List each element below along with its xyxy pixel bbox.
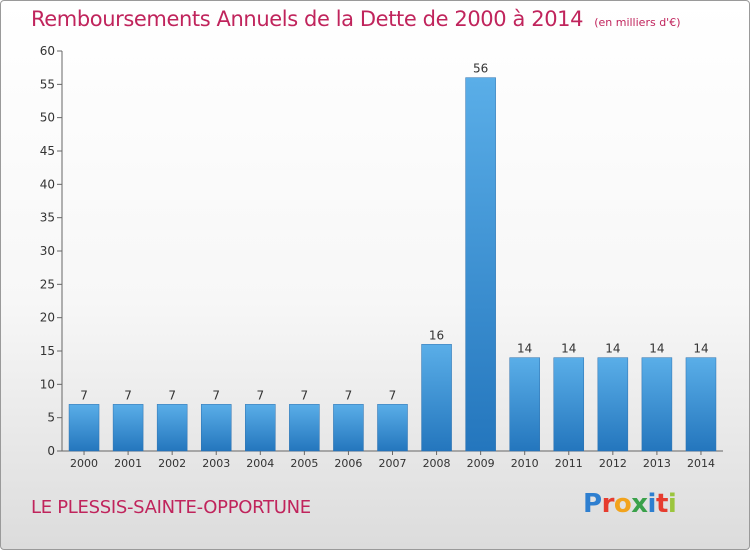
logo-letter: x: [631, 489, 648, 519]
bar-2011: [553, 357, 585, 452]
data-label-2011: 14: [561, 342, 576, 356]
y-tick-label: 40: [40, 177, 55, 191]
data-label-2000: 7: [80, 388, 88, 402]
data-label-2004: 7: [256, 388, 264, 402]
x-tick-label-2002: 2002: [158, 457, 186, 470]
y-tick-label: 35: [40, 211, 55, 225]
x-tick-label-2006: 2006: [334, 457, 362, 470]
data-label-2003: 7: [212, 388, 220, 402]
bar-2004: [245, 404, 276, 452]
logo-letter: t: [655, 489, 668, 519]
unit-note: (en milliers d'€): [594, 16, 681, 29]
bar-2007: [377, 404, 408, 452]
y-tick-label: 15: [40, 344, 55, 358]
x-tick-label-2007: 2007: [379, 457, 407, 470]
y-tick-label: 50: [40, 111, 55, 125]
bar-2006: [333, 404, 364, 452]
y-tick-label: 25: [40, 277, 55, 291]
bar-2003: [200, 404, 232, 452]
commune-name: LE PLESSIS-SAINTE-OPPORTUNE: [31, 497, 311, 518]
logo-letter: i: [647, 489, 657, 519]
bar-2010: [509, 357, 540, 452]
y-tick-label: 5: [47, 411, 55, 425]
data-label-2006: 7: [345, 388, 353, 402]
y-tick-label: 0: [47, 444, 55, 458]
y-tick-label: 60: [40, 44, 55, 58]
data-label-2010: 14: [517, 342, 532, 356]
x-tick-label-2000: 2000: [70, 457, 98, 470]
proxiti-logo: Proxiti: [583, 489, 677, 519]
x-tick-label-2001: 2001: [114, 457, 142, 470]
x-tick-label-2005: 2005: [290, 457, 318, 470]
logo-letter: i: [667, 489, 677, 519]
y-tick-label: 10: [40, 377, 55, 391]
bar-2008: [421, 344, 452, 452]
title-row: Remboursements Annuels de la Dette de 20…: [31, 7, 680, 31]
data-label-2014: 14: [693, 342, 708, 356]
x-tick-label-2014: 2014: [687, 457, 715, 470]
x-tick-label-2010: 2010: [511, 457, 539, 470]
y-tick-label: 30: [40, 244, 55, 258]
bar-2000: [68, 404, 100, 452]
bar-2002: [156, 404, 188, 452]
x-tick-label-2003: 2003: [202, 457, 230, 470]
chart-title: Remboursements Annuels de la Dette de 20…: [31, 7, 584, 31]
y-tick-label: 45: [40, 144, 55, 158]
logo-letter: o: [613, 489, 632, 519]
logo-letter: r: [601, 489, 615, 519]
x-tick-label-2011: 2011: [555, 457, 583, 470]
bar-2013: [641, 357, 673, 452]
data-label-2005: 7: [301, 388, 309, 402]
x-tick-label-2009: 2009: [467, 457, 495, 470]
bar-2012: [597, 357, 629, 452]
bar-2014: [685, 357, 717, 452]
data-label-2008: 16: [429, 328, 444, 342]
x-tick-label-2008: 2008: [423, 457, 451, 470]
y-tick-label: 55: [40, 77, 55, 91]
logo-letter: P: [583, 489, 602, 519]
bar-2005: [289, 404, 320, 452]
bar-2009: [465, 77, 496, 452]
y-tick-label: 20: [40, 311, 55, 325]
data-label-2001: 7: [124, 388, 132, 402]
x-tick-label-2012: 2012: [599, 457, 627, 470]
data-label-2002: 7: [168, 388, 176, 402]
x-tick-label-2004: 2004: [246, 457, 274, 470]
data-label-2007: 7: [389, 388, 397, 402]
x-tick-label-2013: 2013: [643, 457, 671, 470]
bar-2001: [112, 404, 144, 452]
data-label-2012: 14: [605, 342, 620, 356]
data-label-2009: 56: [473, 62, 488, 76]
data-label-2013: 14: [649, 342, 664, 356]
